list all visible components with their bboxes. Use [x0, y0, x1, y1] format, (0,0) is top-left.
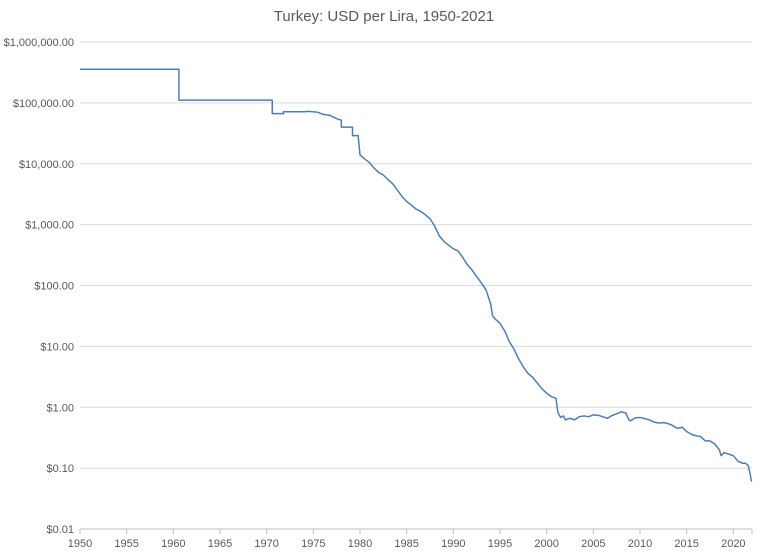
- series-layer: [80, 68, 753, 482]
- y-tick-label: $1,000,000.00: [4, 37, 74, 49]
- x-tick-label: 2005: [581, 538, 605, 550]
- grid: [80, 41, 752, 469]
- y-tick-label: $1,000.00: [25, 220, 74, 232]
- x-tick-label: 2000: [534, 538, 558, 550]
- x-tick-label: 1970: [254, 538, 278, 550]
- x-tick-label: 1980: [348, 538, 372, 550]
- y-tick-label: $100.00: [34, 281, 74, 293]
- y-tick-label: $1.00: [46, 402, 74, 414]
- y-tick-label: $100,000.00: [13, 98, 74, 110]
- x-tick-label: 1950: [68, 538, 92, 550]
- x-tick-label: 1990: [441, 538, 465, 550]
- x-tick-label: 1975: [301, 538, 325, 550]
- y-tick-label: $10.00: [40, 341, 74, 353]
- y-tick-label: $10,000.00: [19, 159, 74, 171]
- x-tick-labels: 1950 1955 1960 1965 1970 1975 1980 1985 1990 1995…: [68, 538, 746, 550]
- x-tick-label: 1985: [394, 538, 418, 550]
- chart-title: Turkey: USD per Lira, 1950-2021: [273, 8, 495, 25]
- y-tick-labels: $1,000,000.00 $100,000.00 $10,000.00 $1,000…: [4, 37, 74, 536]
- x-tick-label: 1965: [208, 538, 232, 550]
- x-tick-label: 2010: [628, 538, 652, 550]
- axes: [79, 528, 753, 534]
- x-tick-label: 2015: [674, 538, 698, 550]
- series-line: [80, 68, 753, 482]
- y-tick-label: $0.01: [46, 524, 74, 536]
- x-tick-label: 1995: [488, 538, 512, 550]
- y-tick-label: $0.10: [46, 463, 74, 475]
- x-tick-label: 1960: [161, 538, 185, 550]
- x-tick-label: 1955: [114, 538, 138, 550]
- x-tick-label: 2020: [721, 538, 745, 550]
